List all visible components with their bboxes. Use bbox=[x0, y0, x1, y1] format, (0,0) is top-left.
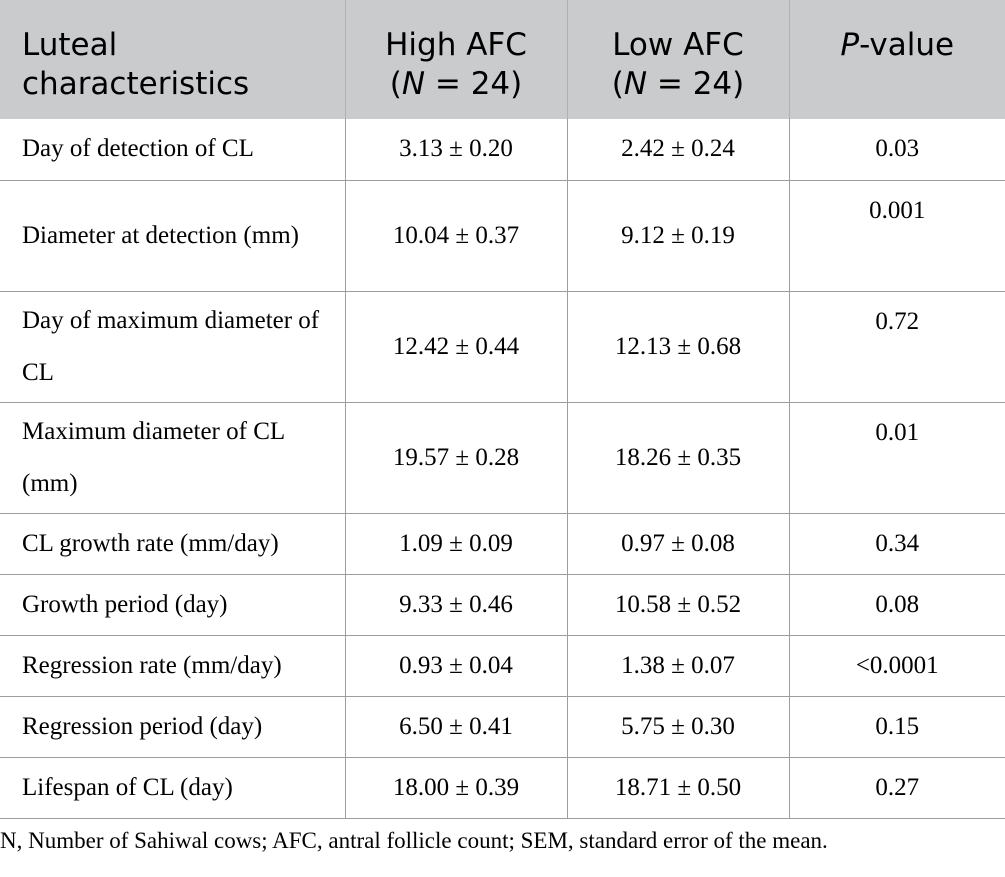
p-value: 0.34 bbox=[788, 513, 1005, 575]
p-value: 0.72 bbox=[788, 291, 1005, 403]
high-afc-value: 10.04 ± 0.37 bbox=[344, 180, 567, 292]
high-afc-value: 0.93 ± 0.04 bbox=[344, 635, 567, 697]
header-col1-line2: characteristics bbox=[22, 66, 250, 102]
header-col3-n-value: = 24) bbox=[647, 66, 745, 102]
header-col4-rest: -value bbox=[859, 27, 955, 63]
low-afc-value: 0.97 ± 0.08 bbox=[566, 513, 789, 575]
low-afc-value: 5.75 ± 0.30 bbox=[566, 696, 789, 758]
table-row: Diameter at detection (mm) 10.04 ± 0.37 … bbox=[0, 180, 1005, 292]
p-value: 0.01 bbox=[788, 402, 1005, 514]
header-luteal-characteristics: Luteal characteristics bbox=[0, 0, 346, 119]
row-label: Maximum diameter of CL (mm) bbox=[0, 402, 345, 514]
p-value: 0.08 bbox=[788, 574, 1005, 636]
low-afc-value: 9.12 ± 0.19 bbox=[566, 180, 789, 292]
high-afc-value: 1.09 ± 0.09 bbox=[344, 513, 567, 575]
row-label: Regression rate (mm/day) bbox=[0, 635, 345, 697]
high-afc-value: 19.57 ± 0.28 bbox=[344, 402, 567, 514]
header-col2-n-value: = 24) bbox=[425, 66, 523, 102]
table-row: Day of detection of CL 3.13 ± 0.20 2.42 … bbox=[0, 119, 1005, 181]
p-value: 0.27 bbox=[788, 757, 1005, 819]
low-afc-value: 1.38 ± 0.07 bbox=[566, 635, 789, 697]
row-label: Growth period (day) bbox=[0, 574, 345, 636]
low-afc-value: 2.42 ± 0.24 bbox=[566, 119, 789, 181]
header-col3-n: N bbox=[623, 66, 648, 102]
high-afc-value: 9.33 ± 0.46 bbox=[344, 574, 567, 636]
header-p-value: P-value bbox=[789, 0, 1005, 119]
header-high-afc: High AFC (N = 24) bbox=[345, 0, 568, 119]
p-value: <0.0001 bbox=[788, 635, 1005, 697]
table-row: Growth period (day) 9.33 ± 0.46 10.58 ± … bbox=[0, 574, 1005, 636]
high-afc-value: 18.00 ± 0.39 bbox=[344, 757, 567, 819]
p-value: 0.03 bbox=[788, 119, 1005, 181]
p-value: 0.001 bbox=[788, 180, 1005, 292]
low-afc-value: 10.58 ± 0.52 bbox=[566, 574, 789, 636]
high-afc-value: 6.50 ± 0.41 bbox=[344, 696, 567, 758]
header-col1-line1: Luteal bbox=[22, 27, 118, 63]
table-row: Lifespan of CL (day) 18.00 ± 0.39 18.71 … bbox=[0, 757, 1005, 819]
header-col2-line1: High AFC bbox=[385, 27, 527, 63]
row-label: Diameter at detection (mm) bbox=[0, 180, 345, 292]
row-label: CL growth rate (mm/day) bbox=[0, 513, 345, 575]
header-col4-p: P bbox=[840, 27, 860, 63]
table-header-row: Luteal characteristics High AFC (N = 24) … bbox=[0, 0, 1005, 119]
header-low-afc: Low AFC (N = 24) bbox=[567, 0, 790, 119]
low-afc-value: 12.13 ± 0.68 bbox=[566, 291, 789, 403]
header-col3-line1: Low AFC bbox=[612, 27, 744, 63]
row-label: Day of detection of CL bbox=[0, 119, 345, 181]
high-afc-value: 12.42 ± 0.44 bbox=[344, 291, 567, 403]
table-footnote: N, Number of Sahiwal cows; AFC, antral f… bbox=[0, 828, 828, 853]
row-label: Regression period (day) bbox=[0, 696, 345, 758]
table-row: Day of maximum diameter of CL 12.42 ± 0.… bbox=[0, 291, 1005, 403]
table-row: CL growth rate (mm/day) 1.09 ± 0.09 0.97… bbox=[0, 513, 1005, 575]
header-col2-n: N bbox=[401, 66, 426, 102]
row-label: Day of maximum diameter of CL bbox=[0, 291, 345, 403]
table-row: Regression rate (mm/day) 0.93 ± 0.04 1.3… bbox=[0, 635, 1005, 697]
p-value: 0.15 bbox=[788, 696, 1005, 758]
luteal-characteristics-table: Luteal characteristics High AFC (N = 24) … bbox=[0, 0, 1005, 819]
low-afc-value: 18.26 ± 0.35 bbox=[566, 402, 789, 514]
table-row: Regression period (day) 6.50 ± 0.41 5.75… bbox=[0, 696, 1005, 758]
high-afc-value: 3.13 ± 0.20 bbox=[344, 119, 567, 181]
row-label: Lifespan of CL (day) bbox=[0, 757, 345, 819]
table-row: Maximum diameter of CL (mm) 19.57 ± 0.28… bbox=[0, 402, 1005, 514]
low-afc-value: 18.71 ± 0.50 bbox=[566, 757, 789, 819]
